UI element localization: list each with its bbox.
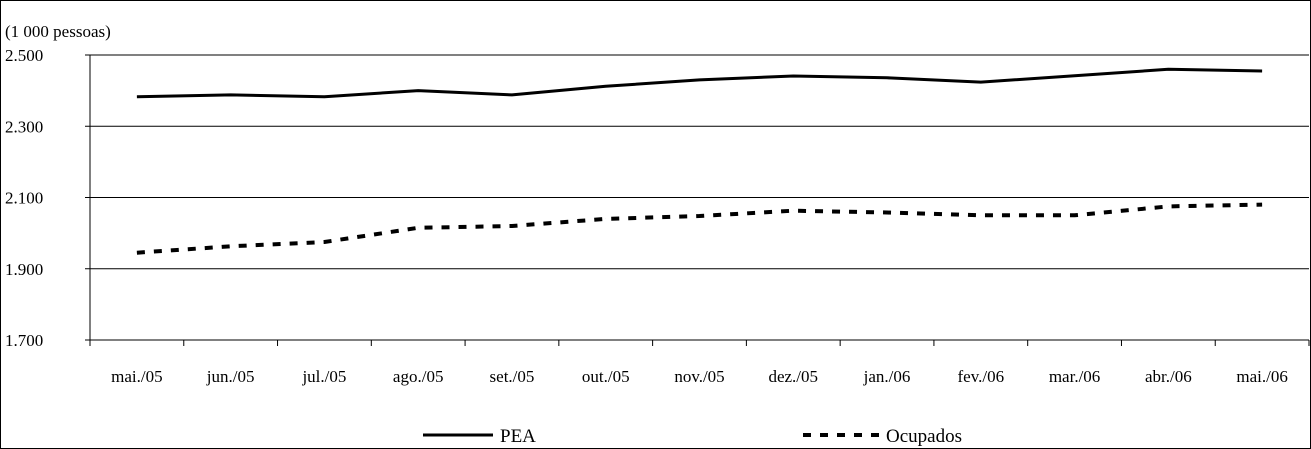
series-line-ocupados bbox=[136, 202, 1263, 255]
y-tick-labels: 1.700 1.900 2.100 2.300 2.500 bbox=[5, 46, 43, 350]
x-tick-label: jun./05 bbox=[206, 367, 255, 386]
x-tick-label: ago./05 bbox=[393, 367, 444, 386]
y-tick-label: 2.500 bbox=[5, 46, 43, 65]
gridlines bbox=[90, 54, 1309, 270]
legend-label-pea: PEA bbox=[500, 426, 536, 447]
legend-label-ocupados: Ocupados bbox=[886, 426, 962, 447]
series-lines bbox=[136, 67, 1263, 255]
x-tick-label: mai./05 bbox=[111, 367, 162, 386]
x-tick-label: abr./06 bbox=[1145, 367, 1192, 386]
axes bbox=[85, 54, 1310, 346]
x-tick-label: mai./06 bbox=[1236, 367, 1287, 386]
x-tick-label: set./05 bbox=[490, 367, 535, 386]
y-tick-label: 2.100 bbox=[5, 189, 43, 208]
x-tick-labels: mai./05 jun./05 jul./05 ago./05 set./05 out./… bbox=[111, 367, 1288, 386]
y-tick-label: 1.700 bbox=[5, 331, 43, 350]
y-tick-label: 1.900 bbox=[5, 260, 43, 279]
x-tick-label: jan./06 bbox=[863, 367, 911, 386]
legend: PEA Ocupados bbox=[423, 426, 962, 447]
x-tick-label: fev./06 bbox=[958, 367, 1005, 386]
x-tick-label: jul./05 bbox=[301, 367, 346, 386]
x-tick-label: mar./06 bbox=[1049, 367, 1100, 386]
y-tick-label: 2.300 bbox=[5, 117, 43, 136]
x-tick-label: dez./05 bbox=[768, 367, 818, 386]
x-tick-label: out./05 bbox=[582, 367, 630, 386]
series-line-pea bbox=[136, 67, 1263, 99]
x-tick-label: nov./05 bbox=[674, 367, 724, 386]
y-unit-label: (1 000 pessoas) bbox=[5, 22, 111, 41]
